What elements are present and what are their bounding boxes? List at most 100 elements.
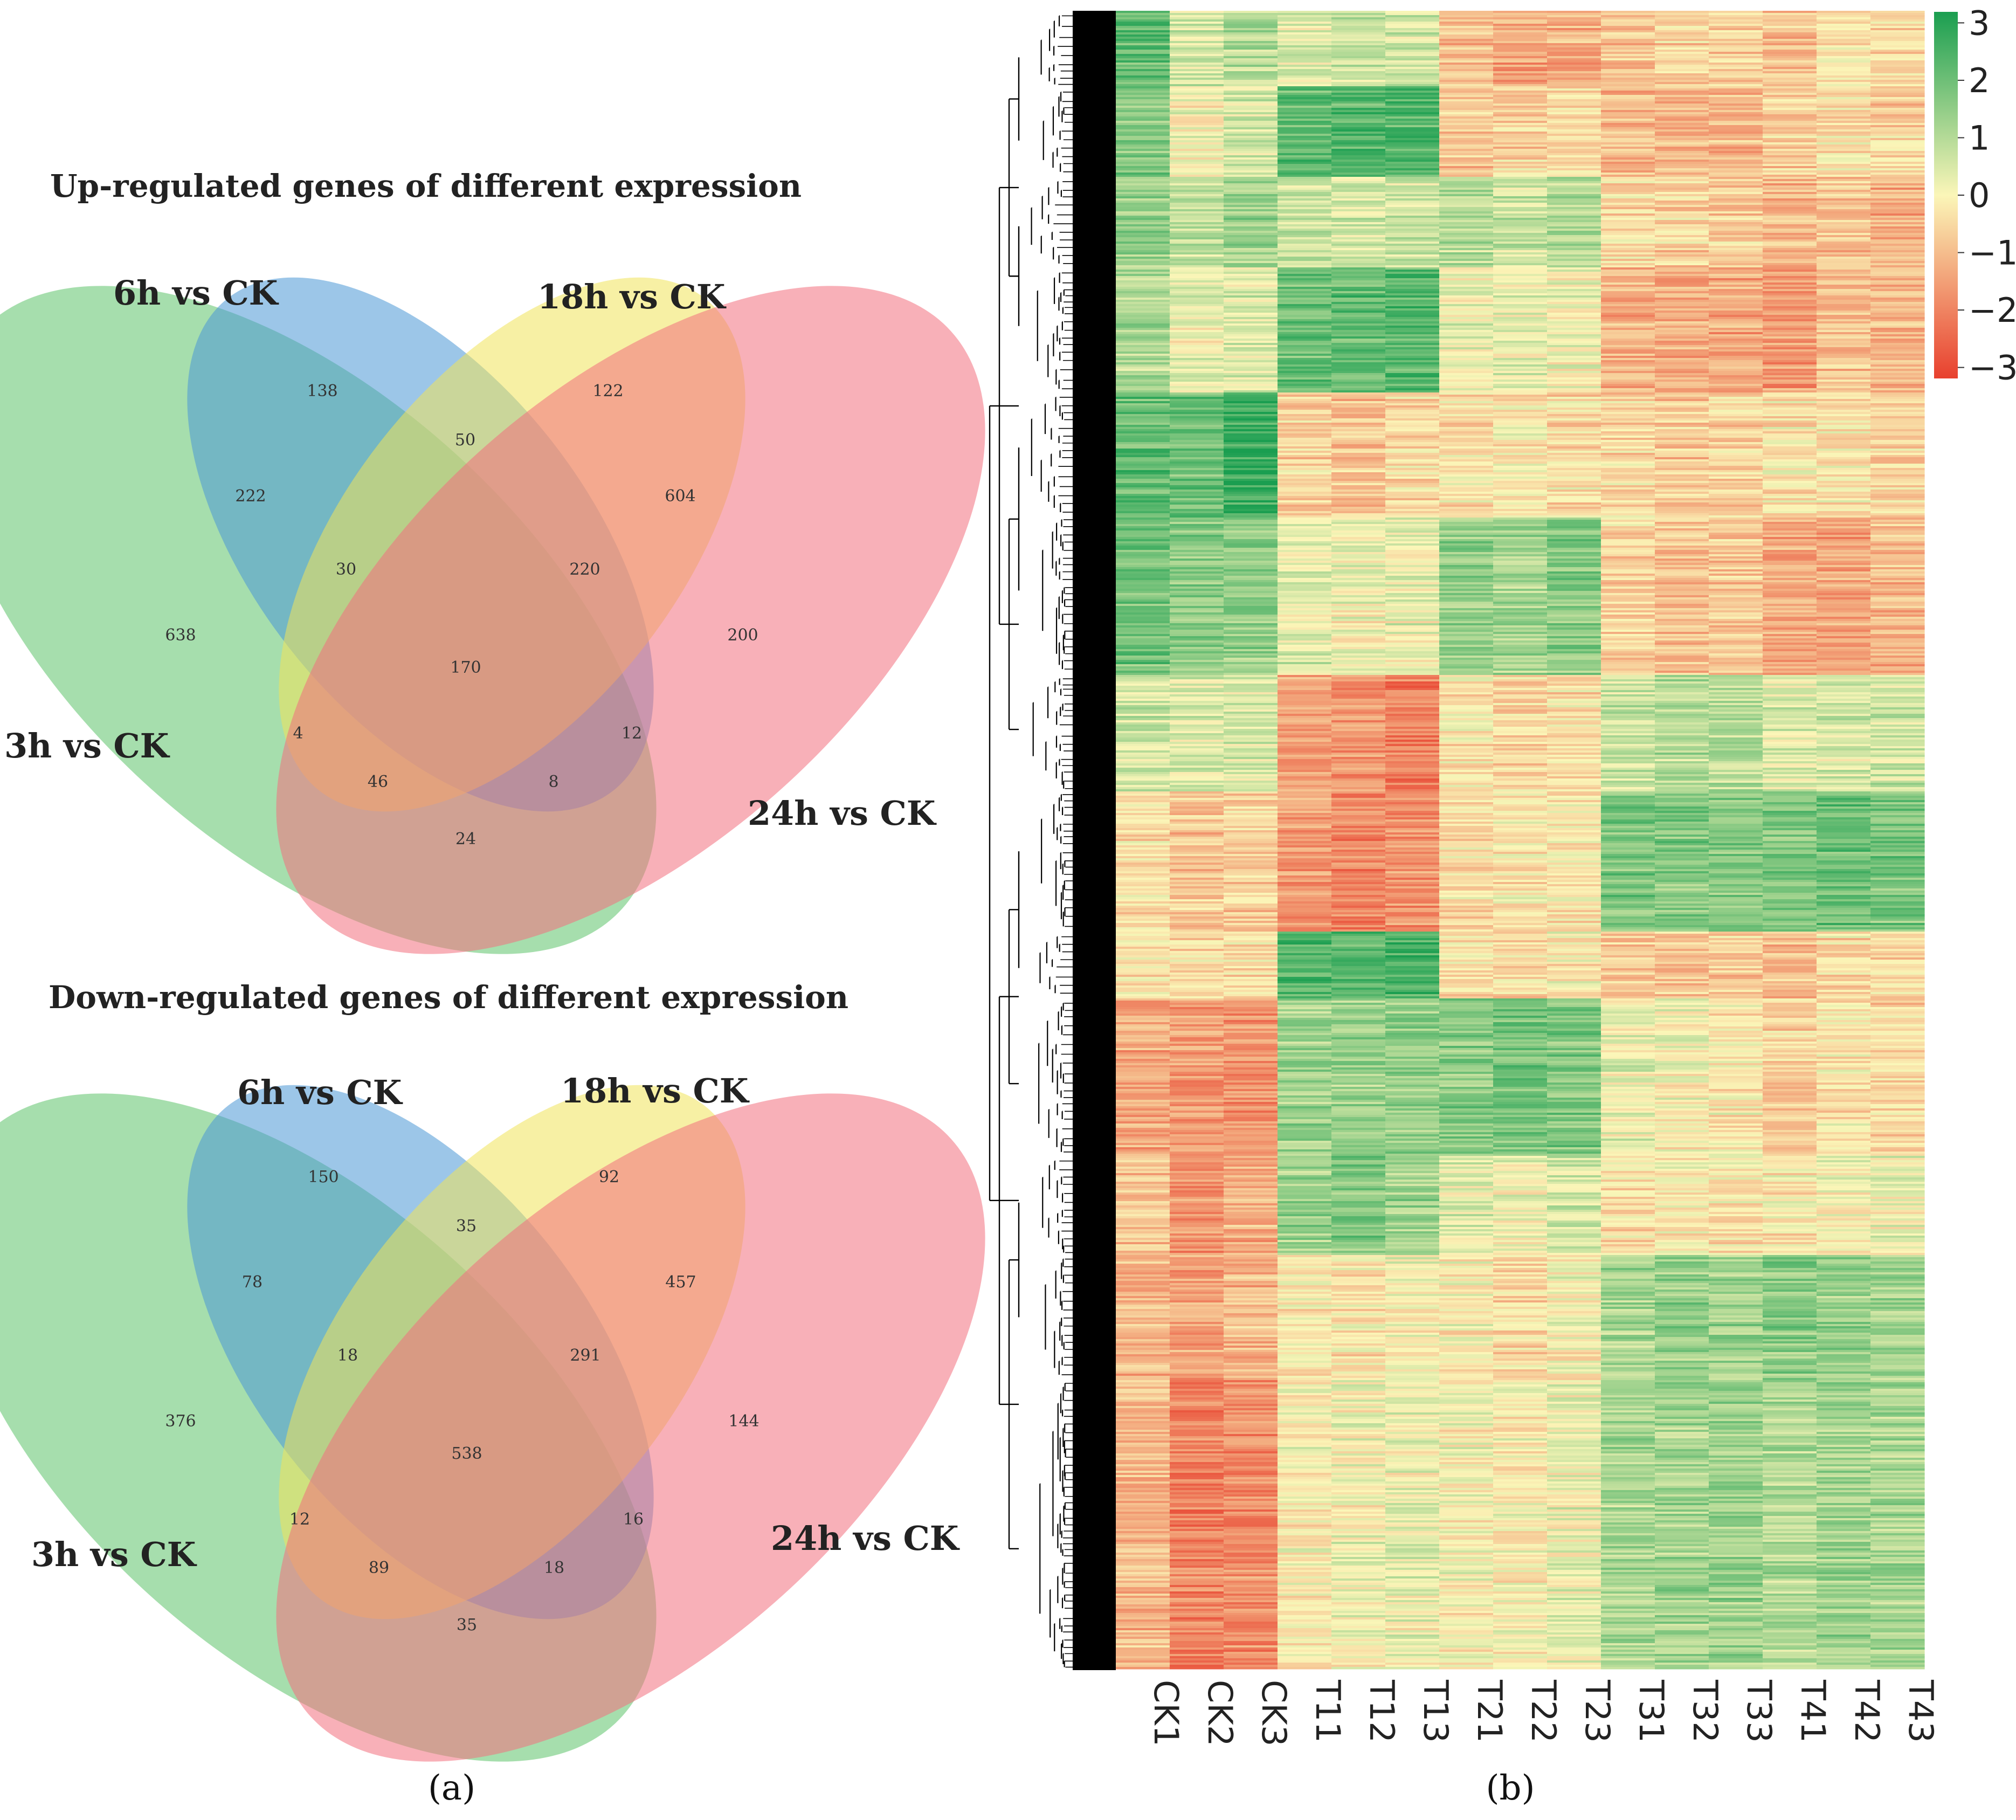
heatmap-cell <box>1439 177 1494 180</box>
heatmap-cell <box>1601 114 1655 117</box>
heatmap-cell <box>1331 567 1386 570</box>
heatmap-cell <box>1278 354 1332 356</box>
heatmap-cell <box>1170 328 1224 330</box>
heatmap-cell <box>1709 390 1763 393</box>
heatmap-cell <box>1385 67 1440 70</box>
heatmap-cell <box>1224 625 1278 628</box>
heatmap-cell <box>1655 289 1709 292</box>
heatmap-cell <box>1439 244 1494 246</box>
heatmap-cell <box>1763 373 1817 376</box>
heatmap-cell <box>1870 461 1925 464</box>
heatmap-cell <box>1493 95 1548 98</box>
heatmap-cell <box>1655 300 1709 302</box>
heatmap-cell <box>1709 43 1763 46</box>
heatmap-cell <box>1870 425 1925 428</box>
heatmap-cell <box>1170 505 1224 507</box>
heatmap-cell <box>1439 518 1494 520</box>
heatmap-cell <box>1655 511 1709 514</box>
heatmap-cell <box>1331 360 1386 363</box>
heatmap-cell <box>1493 140 1548 143</box>
heatmap-cell <box>1493 216 1548 218</box>
heatmap-cell <box>1709 382 1763 384</box>
heatmap-cell <box>1116 108 1170 111</box>
heatmap-cell <box>1439 95 1494 98</box>
heatmap-cell <box>1439 157 1494 160</box>
heatmap-cell <box>1116 183 1170 186</box>
heatmap-cell <box>1763 13 1817 16</box>
heatmap-cell <box>1709 121 1763 123</box>
heatmap-cell <box>1817 597 1871 600</box>
heatmap-cell <box>1170 628 1224 630</box>
heatmap-cell <box>1709 334 1763 337</box>
heatmap-cell <box>1331 289 1386 292</box>
heatmap-cell <box>1385 500 1440 503</box>
heatmap-cell <box>1763 571 1817 574</box>
heatmap-cell <box>1709 610 1763 613</box>
heatmap-cell <box>1224 250 1278 253</box>
heatmap-cell <box>1763 420 1817 423</box>
heatmap-cell <box>1709 119 1763 121</box>
heatmap-cell <box>1439 539 1494 542</box>
heatmap-cell <box>1655 209 1709 212</box>
heatmap-cell <box>1547 298 1601 300</box>
heatmap-cell <box>1601 185 1655 188</box>
heatmap-cell <box>1170 13 1224 16</box>
heatmap-cell <box>1817 384 1871 387</box>
heatmap-cell <box>1709 97 1763 100</box>
heatmap-cell <box>1870 285 1925 287</box>
heatmap-cell <box>1493 45 1548 48</box>
heatmap-cell <box>1224 114 1278 117</box>
heatmap-cell <box>1278 24 1332 26</box>
heatmap-cell <box>1709 220 1763 223</box>
heatmap-cell <box>1116 170 1170 173</box>
heatmap-cell <box>1170 88 1224 91</box>
heatmap-cell <box>1817 319 1871 322</box>
heatmap-cell <box>1116 82 1170 85</box>
heatmap-cell <box>1493 300 1548 302</box>
heatmap-cell <box>1547 19 1601 22</box>
heatmap-cell <box>1493 147 1548 149</box>
heatmap-cell <box>1655 295 1709 298</box>
heatmap-cell <box>1170 250 1224 253</box>
heatmap-cell <box>1655 408 1709 410</box>
heatmap-cell <box>1439 371 1494 374</box>
heatmap-cell <box>1870 276 1925 279</box>
heatmap-cell <box>1817 259 1871 261</box>
heatmap-cell <box>1547 569 1601 572</box>
heatmap-cell <box>1547 190 1601 192</box>
heatmap-cell <box>1493 567 1548 570</box>
heatmap-cell <box>1224 436 1278 438</box>
heatmap-cell <box>1493 250 1548 253</box>
heatmap-cell <box>1439 410 1494 412</box>
heatmap-cell <box>1385 82 1440 85</box>
heatmap-cell <box>1224 41 1278 44</box>
heatmap-cell <box>1224 574 1278 576</box>
heatmap-cell <box>1224 606 1278 609</box>
heatmap-cell <box>1817 185 1871 188</box>
heatmap-cell <box>1601 50 1655 52</box>
heatmap-cell <box>1439 468 1494 471</box>
heatmap-cell <box>1547 334 1601 337</box>
heatmap-cell <box>1331 192 1386 195</box>
heatmap-cell <box>1601 285 1655 287</box>
heatmap-cell <box>1116 360 1170 363</box>
heatmap-cell <box>1116 56 1170 59</box>
venn-down-label-3h: 3h vs CK <box>31 1535 197 1574</box>
heatmap-cell <box>1601 388 1655 391</box>
heatmap-cell <box>1331 91 1386 93</box>
heatmap-cell <box>1763 591 1817 594</box>
heatmap-cell <box>1331 248 1386 251</box>
heatmap-cell <box>1709 513 1763 516</box>
heatmap-cell <box>1278 179 1332 182</box>
heatmap-cell <box>1817 565 1871 568</box>
heatmap-cell <box>1493 63 1548 65</box>
heatmap-cell <box>1817 367 1871 369</box>
heatmap-cell <box>1709 205 1763 208</box>
heatmap-cell <box>1493 308 1548 311</box>
heatmap-cell <box>1817 60 1871 63</box>
heatmap-cell <box>1493 125 1548 128</box>
heatmap-cell <box>1385 123 1440 126</box>
heatmap-cell <box>1385 552 1440 555</box>
heatmap-cell <box>1763 444 1817 447</box>
heatmap-cell <box>1870 444 1925 447</box>
